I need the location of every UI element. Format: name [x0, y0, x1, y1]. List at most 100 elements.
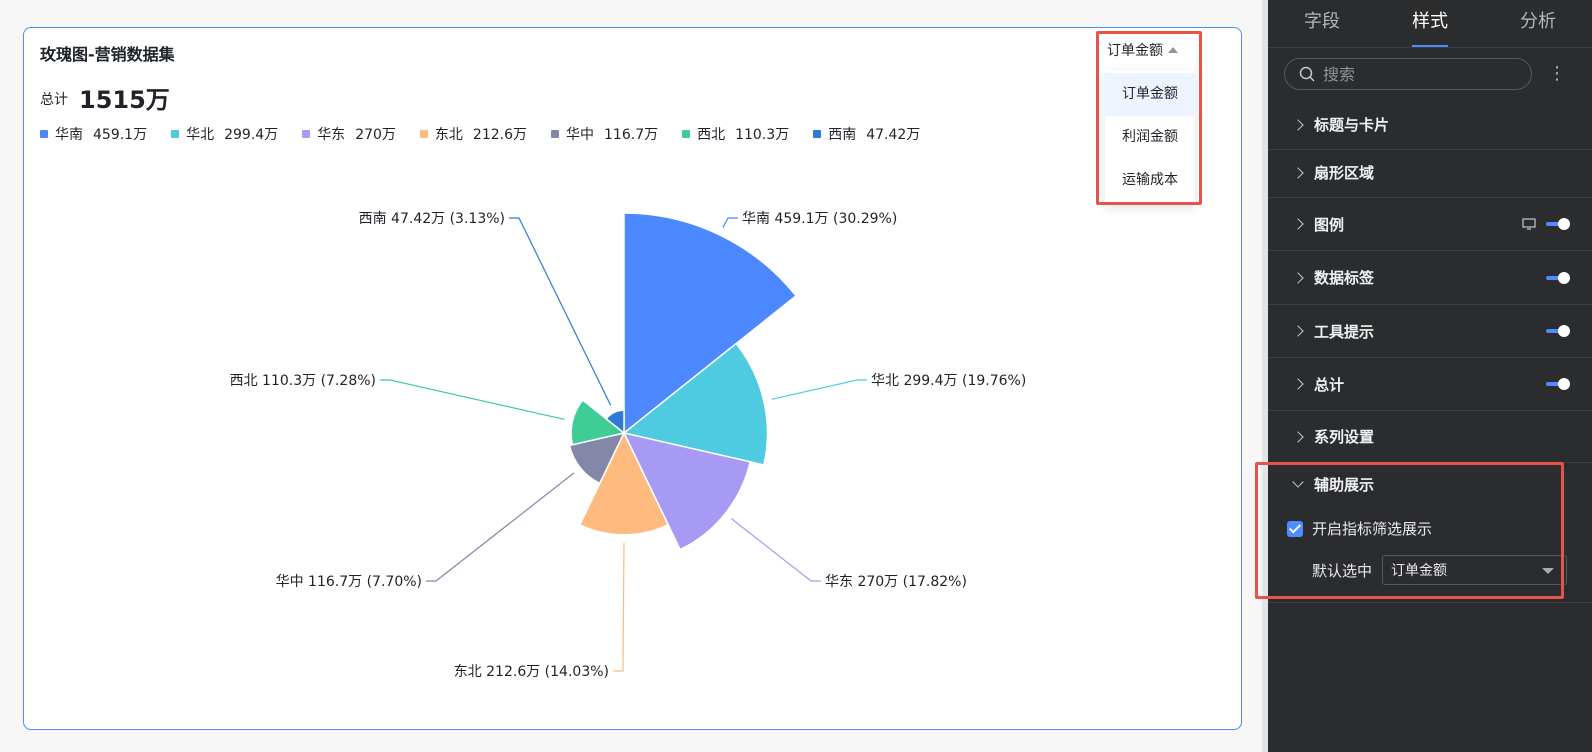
legend-item[interactable]: 西北 110.3万 [682, 124, 789, 144]
search-input[interactable] [1323, 64, 1513, 84]
chevron-right-icon [1292, 378, 1304, 390]
legend-value: 270万 [355, 127, 396, 143]
indicator-filter-checkbox[interactable] [1287, 520, 1303, 537]
legend-label: 华东 [317, 127, 346, 143]
toggle-switch[interactable] [1546, 218, 1570, 230]
tab-analysis[interactable]: 分析 [1520, 11, 1556, 32]
section-row[interactable]: 系列设置 [1268, 411, 1592, 463]
toggle-switch[interactable] [1546, 378, 1570, 390]
rose-slice[interactable] [623, 212, 798, 435]
indicator-select[interactable]: 订单金额 [1107, 40, 1178, 60]
section-row[interactable]: 标题与卡片 [1268, 100, 1592, 150]
section-row[interactable]: 工具提示 [1268, 305, 1592, 358]
rose-slice[interactable] [568, 431, 626, 485]
label-leader-line [771, 379, 867, 400]
label-leader-line [380, 379, 565, 421]
monitor-icon[interactable] [1522, 218, 1536, 230]
data-label: 西北 110.3万 (7.28%) [230, 373, 376, 389]
canvas-area: 玫瑰图-营销数据集 总计 1515万 华南 459.1万 华北 299.4万 华东 270… [23, 27, 1242, 730]
toggle-switch[interactable] [1546, 271, 1570, 284]
chevron-right-icon [1292, 271, 1304, 284]
label-leader-line [426, 472, 575, 582]
toggle-switch[interactable] [1546, 325, 1570, 337]
legend-value: 47.42万 [866, 127, 921, 143]
data-label: 西南 47.42万 (3.13%) [359, 211, 505, 227]
legend-label: 华中 [566, 127, 595, 143]
legend-swatch [551, 130, 560, 138]
chevron-right-icon [1292, 218, 1304, 230]
rose-slice[interactable] [578, 431, 670, 536]
section-controls [1546, 325, 1570, 337]
section-row[interactable]: 图例 [1268, 198, 1592, 251]
section-row[interactable]: 总计 [1268, 358, 1592, 411]
chevron-right-icon [1292, 166, 1304, 179]
indicator-filter-checkbox-row[interactable]: 开启指标筛选展示 [1287, 518, 1432, 539]
chevron-right-icon [1292, 118, 1304, 131]
legend-item[interactable]: 华中 116.7万 [551, 124, 658, 144]
tab-fields[interactable]: 字段 [1304, 11, 1340, 32]
data-label: 华北 299.4万 (19.76%) [871, 373, 1026, 389]
legend-label: 西南 [828, 127, 857, 143]
tab-style[interactable]: 样式 [1376, 0, 1484, 47]
legend-swatch [682, 130, 691, 138]
chart-card[interactable]: 玫瑰图-营销数据集 总计 1515万 华南 459.1万 华北 299.4万 华东 270… [23, 27, 1242, 730]
default-selection-label: 默认选中 [1312, 561, 1373, 580]
section-controls [1522, 218, 1570, 230]
caret-up-icon [1168, 47, 1178, 53]
indicator-option-shipping-cost[interactable]: 运输成本 [1122, 172, 1178, 188]
total-label: 总计 [40, 92, 68, 108]
data-label: 华南 459.1万 (30.29%) [742, 211, 897, 227]
panel-divider[interactable] [1262, 0, 1268, 752]
indicator-selected-label: 订单金额 [1107, 43, 1163, 59]
legend-label: 华南 [55, 127, 83, 143]
legend-value: 212.6万 [472, 127, 528, 143]
aux-display-header[interactable]: 辅助展示 [1268, 463, 1374, 505]
legend-item[interactable]: 华北 299.4万 [171, 124, 278, 144]
default-selection-value: 订单金额 [1391, 563, 1448, 579]
chart-title: 玫瑰图-营销数据集 [40, 45, 175, 64]
data-label: 华中 116.7万 (7.70%) [276, 574, 422, 590]
default-selection-row: 默认选中 订单金额 [1312, 555, 1568, 585]
indicator-filter-checkbox-label: 开启指标筛选展示 [1312, 520, 1433, 538]
legend-value: 299.4万 [224, 127, 279, 143]
legend-item[interactable]: 东北 212.6万 [419, 124, 528, 144]
rose-slice[interactable] [622, 431, 752, 551]
aux-display-title: 辅助展示 [1314, 475, 1375, 494]
indicator-option-order-amount[interactable]: 订单金额 [1105, 73, 1195, 116]
legend-item[interactable]: 西南 47.42万 [813, 124, 920, 144]
legend-swatch [40, 130, 48, 138]
rose-slice[interactable] [605, 409, 625, 435]
section-row[interactable]: 扇形区域 [1268, 148, 1592, 198]
legend-value: 110.3万 [735, 127, 790, 143]
rose-slice[interactable] [622, 342, 769, 466]
default-selection-select[interactable]: 订单金额 [1382, 555, 1568, 585]
section-label: 扇形区域 [1314, 164, 1375, 182]
section-controls [1546, 271, 1570, 284]
more-vertical-icon[interactable]: ⋮ [1548, 63, 1566, 84]
section-row[interactable]: 数据标签 [1268, 251, 1592, 305]
label-leader-line [509, 217, 612, 406]
indicator-option-profit-amount[interactable]: 利润金额 [1122, 129, 1178, 145]
section-label: 标题与卡片 [1314, 116, 1390, 134]
legend-swatch [813, 130, 822, 138]
chart-legend: 华南 459.1万 华北 299.4万 华东 270万 东北 212.6万 华中 116.7万 西北… [40, 124, 944, 144]
total-value: 1515万 [79, 86, 170, 114]
section-label: 总计 [1314, 375, 1345, 394]
legend-item[interactable]: 华东 270万 [302, 124, 396, 144]
legend-value: 459.1万 [93, 127, 148, 143]
section-label: 图例 [1314, 215, 1345, 234]
panel-tabs: 字段 样式 分析 [1268, 0, 1592, 48]
chevron-right-icon [1292, 430, 1304, 443]
rose-slice[interactable] [570, 398, 626, 446]
search-icon [1299, 66, 1315, 82]
search-box[interactable] [1284, 58, 1532, 90]
legend-label: 东北 [434, 127, 463, 143]
legend-value: 116.7万 [604, 127, 659, 143]
data-label: 华东 270万 (17.82%) [825, 574, 967, 590]
rose-chart: 华南 459.1万 (30.29%) 华北 299.4万 (19.76%) 华东 2… [230, 211, 1027, 680]
legend-label: 华北 [186, 127, 215, 143]
legend-item[interactable]: 华南 459.1万 [40, 124, 147, 144]
label-leader-line [722, 217, 738, 228]
section-label: 数据标签 [1314, 269, 1375, 287]
